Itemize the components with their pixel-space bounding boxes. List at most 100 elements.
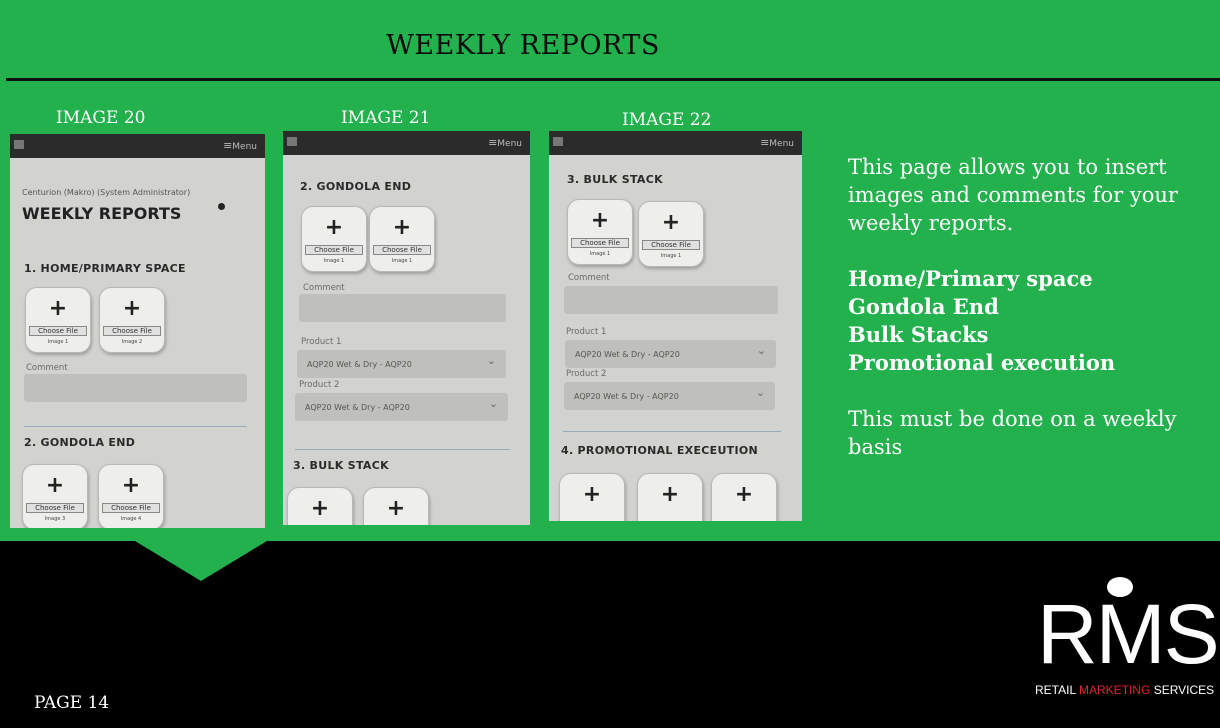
plus-icon: +: [48, 296, 68, 321]
section-list-item: Promotional execution: [848, 350, 1116, 375]
tagline-retail: RETAIL: [1035, 683, 1080, 697]
plus-icon: +: [392, 215, 412, 240]
choose-file-button: Choose File: [642, 240, 700, 250]
section-heading: 4. PROMOTIONAL EXECEUTION: [561, 444, 759, 457]
section-list-item: Bulk Stacks: [848, 322, 989, 347]
logo-tagline: RETAIL MARKETING SERVICES: [1035, 683, 1214, 697]
menu-button: Menu: [488, 136, 522, 149]
comment-label: Comment: [568, 273, 610, 283]
description-note: This must be done on a weekly basis: [848, 407, 1177, 459]
phone-screenshot-20: Menu Centurion (Makro) (System Administr…: [10, 134, 265, 528]
phone-page-heading: WEEKLY REPORTS: [22, 204, 182, 223]
plus-icon: +: [386, 496, 406, 521]
menu-button: Menu: [223, 139, 257, 152]
product-2-select: AQP20 Wet & Dry - AQP20: [295, 393, 508, 421]
logo-letters: RMS: [1037, 587, 1220, 681]
page-title: WEEKLY REPORTS: [386, 30, 660, 61]
product-1-label: Product 1: [566, 327, 607, 337]
image-caption: Image 1: [47, 339, 69, 345]
app-topbar: Menu: [283, 131, 530, 155]
choose-file-button: Choose File: [103, 326, 161, 336]
user-label: Centurion (Makro) (System Administrator): [22, 188, 191, 197]
section-list-item: Gondola End: [848, 294, 999, 319]
image-caption: Image 2: [121, 339, 143, 345]
image-upload-tile: +: [363, 487, 429, 525]
section-heading: 1. HOME/PRIMARY SPACE: [24, 262, 186, 275]
image-upload-tile: +: [711, 473, 777, 521]
logo-dot: [1107, 577, 1133, 597]
choose-file-button: Choose File: [29, 326, 87, 336]
choose-file-button: Choose File: [305, 245, 363, 255]
image-upload-tile: +: [287, 487, 353, 525]
app-topbar: Menu: [549, 131, 802, 155]
section-divider: [563, 431, 781, 432]
image-upload-tile: + Choose File Image 1: [301, 206, 367, 272]
callout-pointer: [135, 541, 267, 581]
plus-icon: +: [661, 210, 681, 235]
product-2-label: Product 2: [299, 380, 340, 390]
image-caption: Image 1: [660, 253, 682, 259]
section-heading: 2. GONDOLA END: [24, 436, 136, 449]
image-label-21: IMAGE 21: [341, 108, 431, 128]
image-upload-tile: + Choose File Image 4: [98, 464, 164, 528]
title-divider: [6, 78, 1220, 81]
tagline-services: SERVICES: [1150, 683, 1215, 697]
section-heading: 2. GONDOLA END: [300, 180, 412, 193]
plus-icon: +: [660, 482, 680, 507]
choose-file-button: Choose File: [373, 245, 431, 255]
comment-field: [299, 294, 506, 322]
image-caption: Image 1: [323, 258, 345, 264]
plus-icon: +: [324, 215, 344, 240]
plus-icon: +: [582, 482, 602, 507]
image-caption: Image 1: [391, 258, 413, 264]
tagline-marketing: MARKETING: [1079, 683, 1151, 697]
section-heading: 3. BULK STACK: [293, 459, 389, 472]
image-upload-tile: +: [637, 473, 703, 521]
image-caption: Image 3: [44, 516, 66, 522]
plus-icon: +: [45, 473, 65, 498]
comment-field: [24, 374, 247, 402]
image-label-20: IMAGE 20: [56, 108, 146, 128]
description: This page allows you to insert images an…: [848, 153, 1208, 489]
section-list: Home/Primary space Gondola End Bulk Stac…: [848, 265, 1208, 377]
app-topbar: Menu: [10, 134, 265, 158]
image-upload-tile: + Choose File Image 3: [22, 464, 88, 528]
comment-field: [564, 286, 778, 314]
image-upload-tile: + Choose File Image 1: [638, 201, 704, 267]
plus-icon: +: [734, 482, 754, 507]
image-label-22: IMAGE 22: [622, 110, 712, 130]
description-intro: This page allows you to insert images an…: [848, 155, 1178, 235]
choose-file-button: Choose File: [102, 503, 160, 513]
plus-icon: +: [121, 473, 141, 498]
product-2-select: AQP20 Wet & Dry - AQP20: [564, 382, 775, 410]
image-caption: Image 4: [120, 516, 142, 522]
plus-icon: +: [310, 496, 330, 521]
product-1-select: AQP20 Wet & Dry - AQP20: [297, 350, 506, 378]
plus-icon: +: [122, 296, 142, 321]
section-divider: [295, 449, 510, 450]
section-divider: [24, 426, 247, 427]
phone-screenshot-21: Menu 2. GONDOLA END + Choose File Image …: [283, 131, 530, 525]
choose-file-button: Choose File: [26, 503, 84, 513]
section-list-item: Home/Primary space: [848, 266, 1093, 291]
home-icon: [553, 137, 563, 146]
home-icon: [287, 137, 297, 146]
product-2-label: Product 2: [566, 369, 607, 379]
phone-screenshot-22: Menu 3. BULK STACK + Choose File Image 1…: [549, 131, 802, 521]
comment-label: Comment: [303, 283, 345, 293]
plus-icon: +: [590, 208, 610, 233]
image-upload-tile: + Choose File Image 1: [369, 206, 435, 272]
image-upload-tile: +: [559, 473, 625, 521]
image-upload-tile: + Choose File Image 1: [567, 199, 633, 265]
image-upload-tile: + Choose File Image 1: [25, 287, 91, 353]
image-upload-tile: + Choose File Image 2: [99, 287, 165, 353]
comment-label: Comment: [26, 363, 68, 373]
info-icon: [218, 203, 225, 210]
menu-button: Menu: [760, 136, 794, 149]
section-heading: 3. BULK STACK: [567, 173, 663, 186]
page-number: PAGE 14: [34, 693, 110, 713]
product-1-label: Product 1: [301, 337, 342, 347]
choose-file-button: Choose File: [571, 238, 629, 248]
product-1-select: AQP20 Wet & Dry - AQP20: [565, 340, 776, 368]
rms-logo: RMS RETAIL MARKETING SERVICES: [1035, 575, 1220, 705]
